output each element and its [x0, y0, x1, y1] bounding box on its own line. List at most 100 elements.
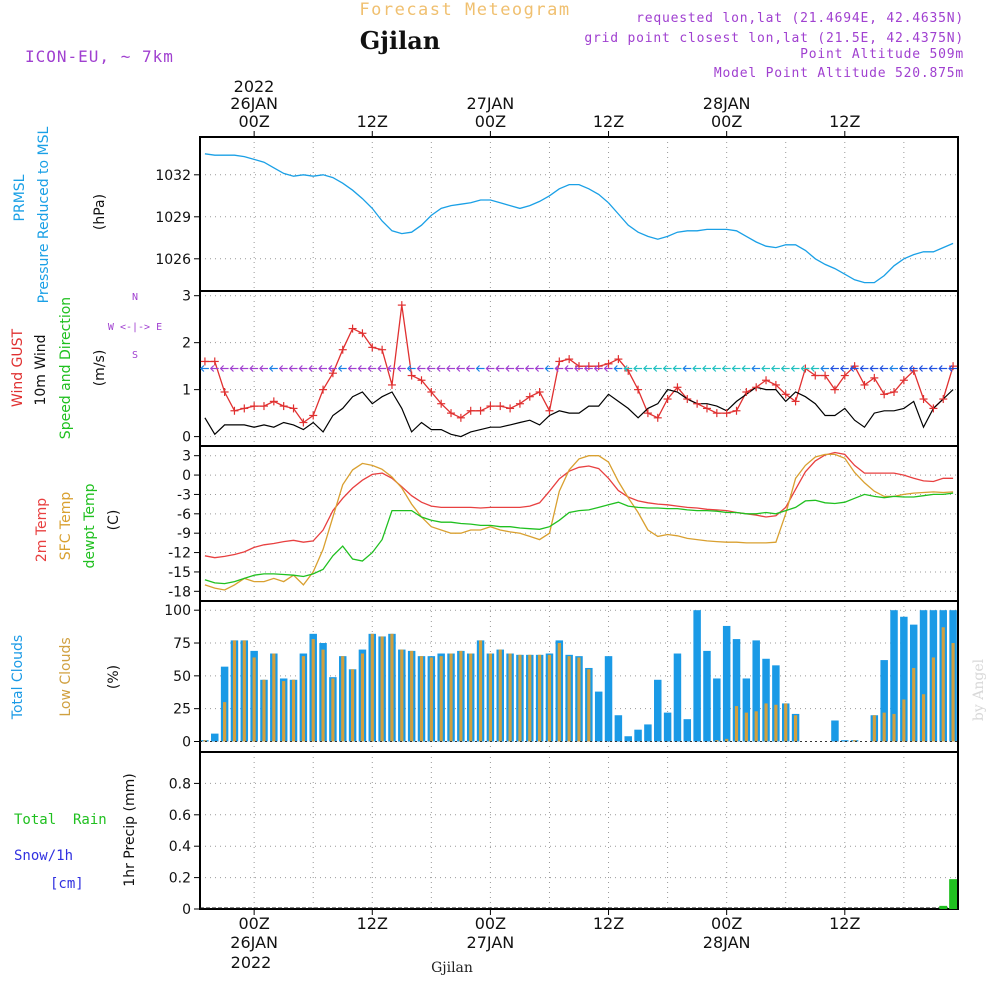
y-tick-label: 0.8 [169, 776, 191, 792]
gust-marker [269, 397, 278, 406]
wind-dir-arrow [751, 365, 761, 372]
y-tick-label: -9 [177, 526, 191, 542]
total-cloud-bar [900, 616, 908, 742]
y-tick-label: -6 [177, 507, 191, 523]
gust-marker [486, 402, 495, 411]
low-cloud-bar [951, 643, 955, 742]
total-cloud-bar [762, 658, 770, 742]
rain-bar [949, 879, 958, 909]
total-cloud-bar [634, 729, 642, 742]
wind-dir-arrow [229, 365, 239, 372]
header-title: Gjilan [360, 26, 440, 55]
low-cloud-bar [272, 653, 276, 742]
footer-location: Gjilan [431, 960, 473, 976]
temp-2m-line [204, 451, 954, 559]
low-cloud-bar [370, 633, 374, 742]
gust-marker [702, 404, 711, 413]
low-cloud-bar [400, 649, 404, 742]
wind-dir-arrow [328, 365, 337, 372]
gust-marker [319, 385, 328, 394]
dewpt-line [204, 492, 954, 585]
wind-dir-arrow [259, 365, 268, 372]
total-cloud-bar [654, 679, 662, 742]
gust-marker [643, 409, 652, 418]
gust-marker [437, 399, 446, 408]
total-cloud-bar [683, 719, 692, 742]
wind-dir-arrow [209, 365, 219, 372]
low-cloud-bar [912, 667, 916, 742]
wind-dir-arrow [475, 365, 485, 372]
wind-dir-arrow [741, 365, 751, 372]
low-cloud-bar [223, 702, 227, 742]
wind-dir-arrow [515, 365, 524, 372]
gust-marker [742, 387, 751, 396]
low-cloud-bar [587, 669, 591, 742]
time-label: 12Z [593, 112, 624, 131]
total-cloud-bar [722, 625, 731, 742]
gust-marker [929, 404, 938, 413]
gust-marker [821, 371, 830, 380]
wind-dir-arrow [633, 365, 643, 372]
pressure-line [204, 153, 954, 284]
gust-marker [890, 387, 899, 396]
gust-marker [309, 411, 318, 420]
gust-marker [328, 369, 337, 378]
y-tick-label: 0 [182, 902, 191, 918]
gust-marker [860, 380, 869, 389]
low-cloud-bar [449, 653, 453, 742]
wind-dir-arrow [810, 365, 820, 372]
time-label: 00Z [475, 112, 506, 131]
low-cloud-bar [252, 657, 256, 742]
temp-label-unit: (C) [106, 510, 122, 531]
gust-marker [220, 387, 229, 396]
header-model-altitude: Model Point Altitude 520.875m [714, 66, 964, 81]
header-requested: requested lon,lat (21.4694E, 42.4635N) [636, 11, 964, 26]
gust-marker [870, 373, 879, 382]
y-tick-label: -3 [177, 487, 191, 503]
temp-sfc-line [204, 453, 954, 591]
wind-dir-arrow [731, 365, 741, 372]
wind-dir-arrow [200, 365, 209, 372]
y-tick-label: 0.4 [169, 839, 191, 855]
gust-marker [604, 359, 613, 368]
wind-dir-arrow [849, 365, 859, 372]
pressure-label-prmsl: PRMSL [12, 174, 28, 221]
low-cloud-bar [380, 636, 384, 742]
gust-marker [200, 357, 209, 366]
gust-marker [368, 343, 377, 352]
low-cloud-bar [528, 654, 532, 742]
wind-dir-arrow [672, 365, 682, 372]
wind-dir-arrow [820, 365, 830, 372]
low-cloud-bar [538, 654, 542, 742]
total-cloud-bar [594, 691, 603, 742]
total-cloud-bar [211, 733, 219, 742]
low-cloud-bar [498, 649, 502, 742]
y-tick-label: -18 [168, 584, 191, 600]
gust-marker [762, 376, 771, 385]
total-cloud-bar [644, 724, 652, 742]
gust-marker [683, 395, 692, 404]
y-tick-label: 0 [182, 468, 191, 484]
time-label: 00Z [711, 112, 742, 131]
wind-dir-arrow [721, 365, 731, 372]
total-cloud-bar [614, 715, 623, 742]
total-cloud-bar [742, 678, 751, 742]
wind-dir-arrow [357, 365, 367, 372]
y-tick-label: -12 [168, 546, 191, 562]
y-tick-label: 1029 [155, 210, 191, 226]
wind-dir-arrow [288, 365, 298, 372]
low-cloud-bar [793, 715, 798, 742]
temperature-frame [199, 445, 959, 602]
low-cloud-bar [853, 740, 857, 742]
gust-marker [545, 406, 554, 415]
low-cloud-bar [469, 653, 473, 742]
pressure-label-name: Pressure Reduced to MSL [36, 126, 52, 303]
y-tick-label: 0.2 [169, 871, 191, 887]
total-cloud-bar [732, 639, 741, 742]
total-cloud-bar [890, 610, 898, 742]
gust-marker [407, 371, 416, 380]
wind-dir-arrow [347, 365, 357, 372]
